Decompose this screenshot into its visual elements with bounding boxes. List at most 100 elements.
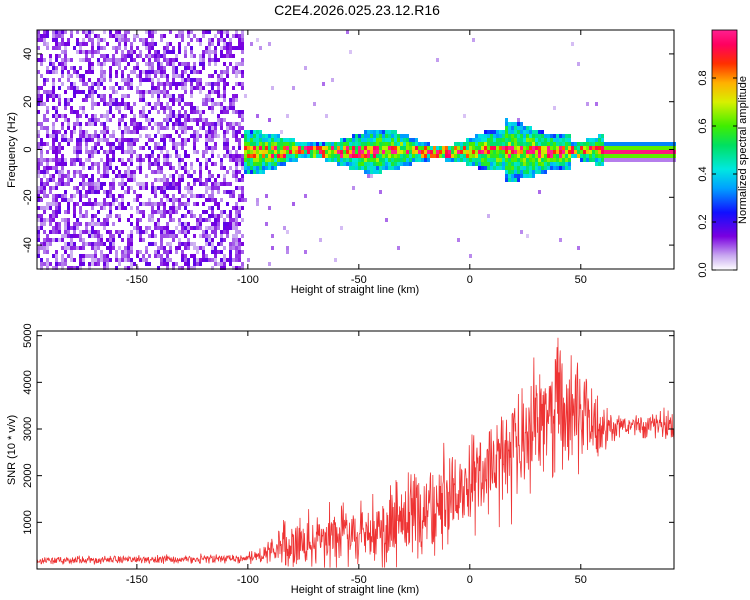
spectrogram-cell — [235, 30, 238, 34]
spectrogram-cell — [52, 230, 55, 234]
spectrogram-cell — [49, 214, 52, 218]
spectrogram-cell — [244, 94, 247, 98]
spectrogram-cell — [181, 254, 184, 258]
spectrogram-cell — [97, 162, 100, 166]
spectrogram-cell — [217, 182, 220, 186]
spectrogram-cell — [76, 110, 79, 114]
spectrogram-cell — [130, 230, 133, 234]
spectrogram-cell — [40, 266, 43, 270]
spectrogram-cell — [169, 62, 172, 66]
spectrogram-cell — [625, 146, 628, 150]
spectrogram-cell — [478, 158, 481, 162]
spectrogram-cell — [202, 62, 205, 66]
spectrogram-cell — [187, 202, 190, 206]
spectrogram-cell — [106, 102, 109, 106]
spectrogram-cell — [241, 118, 244, 122]
spectrogram-cell — [148, 146, 151, 150]
spectrogram-cell — [229, 158, 232, 162]
spectrogram-cell — [232, 218, 235, 222]
spectrogram-cell — [601, 162, 604, 166]
spectrogram-cell — [52, 142, 55, 146]
spectrogram-cell — [103, 130, 106, 134]
spectrogram-cell — [187, 126, 190, 130]
spectrogram-cell — [502, 150, 505, 154]
spectrogram-cell — [112, 114, 115, 118]
spectrogram-cell — [355, 154, 358, 158]
colorbar-gradient — [711, 29, 738, 271]
spectrogram-cell — [127, 170, 130, 174]
spectrogram-cell — [40, 150, 43, 154]
spectrogram-cell — [187, 182, 190, 186]
spectrogram-cell — [124, 206, 127, 210]
spectrogram-cell — [151, 118, 154, 122]
spectrogram-cell — [235, 250, 238, 254]
spectrogram-cell — [202, 254, 205, 258]
spectrogram-cell — [37, 194, 40, 198]
spectrogram-cell — [484, 166, 487, 170]
spectrogram-cell — [259, 46, 262, 50]
spectrogram-cell — [43, 210, 46, 214]
spectrogram-cell — [454, 154, 457, 158]
spectrogram-cell — [187, 258, 190, 262]
spectrogram-cell — [187, 30, 190, 34]
spectrogram-cell — [457, 150, 460, 154]
spectrogram-cell — [238, 254, 241, 258]
spectrogram-cell — [79, 74, 82, 78]
spectrogram-y-tick-label: -40 — [22, 237, 34, 253]
spectrogram-cell — [550, 142, 553, 146]
spectrogram-cell — [271, 134, 274, 138]
spectrogram-cell — [109, 102, 112, 106]
spectrogram-cell — [514, 134, 517, 138]
spectrogram-cell — [151, 126, 154, 130]
spectrogram-cell — [181, 142, 184, 146]
spectrogram-cell — [580, 150, 583, 154]
spectrogram-cell — [94, 150, 97, 154]
spectrogram-cell — [523, 174, 526, 178]
spectrogram-cell — [187, 226, 190, 230]
spectrogram-cell — [256, 138, 259, 142]
spectrogram-cell — [148, 214, 151, 218]
spectrogram-cell — [49, 58, 52, 62]
spectrogram-cell — [46, 182, 49, 186]
spectrogram-cell — [163, 230, 166, 234]
spectrogram-cell — [166, 178, 169, 182]
spectrogram-cell — [106, 54, 109, 58]
spectrogram-cell — [208, 46, 211, 50]
spectrogram-cell — [487, 146, 490, 150]
spectrogram-cell — [55, 210, 58, 214]
spectrogram-cell — [382, 134, 385, 138]
spectrogram-cell — [505, 162, 508, 166]
spectrogram-cell — [40, 246, 43, 250]
spectrogram-cell — [127, 62, 130, 66]
spectrogram-cell — [184, 242, 187, 246]
spectrogram-cell — [223, 218, 226, 222]
spectrogram-cell — [124, 30, 127, 34]
spectrogram-cell — [97, 246, 100, 250]
spectrogram-cell — [55, 238, 58, 242]
spectrogram-cell — [232, 66, 235, 70]
spectrogram-cell — [427, 154, 430, 158]
spectrogram-cell — [91, 154, 94, 158]
spectrogram-cell — [166, 62, 169, 66]
spectrogram-cell — [190, 110, 193, 114]
spectrogram-cell — [46, 234, 49, 238]
spectrogram-cell — [142, 110, 145, 114]
spectrogram-cell — [352, 154, 355, 158]
spectrogram-cell — [73, 226, 76, 230]
spectrogram-cell — [514, 158, 517, 162]
spectrogram-cell — [508, 122, 511, 126]
spectrogram-cell — [223, 46, 226, 50]
spectrogram-cell — [106, 230, 109, 234]
spectrogram-cell — [535, 170, 538, 174]
spectrogram-y-tick-label: 0 — [22, 146, 34, 152]
spectrogram-cell — [178, 218, 181, 222]
spectrogram-cell — [103, 266, 106, 270]
spectrogram-cell — [469, 254, 472, 258]
spectrogram-cell — [271, 146, 274, 150]
spectrogram-cell — [142, 58, 145, 62]
spectrogram-cell — [43, 158, 46, 162]
spectrogram-cell — [103, 258, 106, 262]
spectrogram-cell — [658, 158, 661, 162]
spectrogram-cell — [625, 150, 628, 154]
